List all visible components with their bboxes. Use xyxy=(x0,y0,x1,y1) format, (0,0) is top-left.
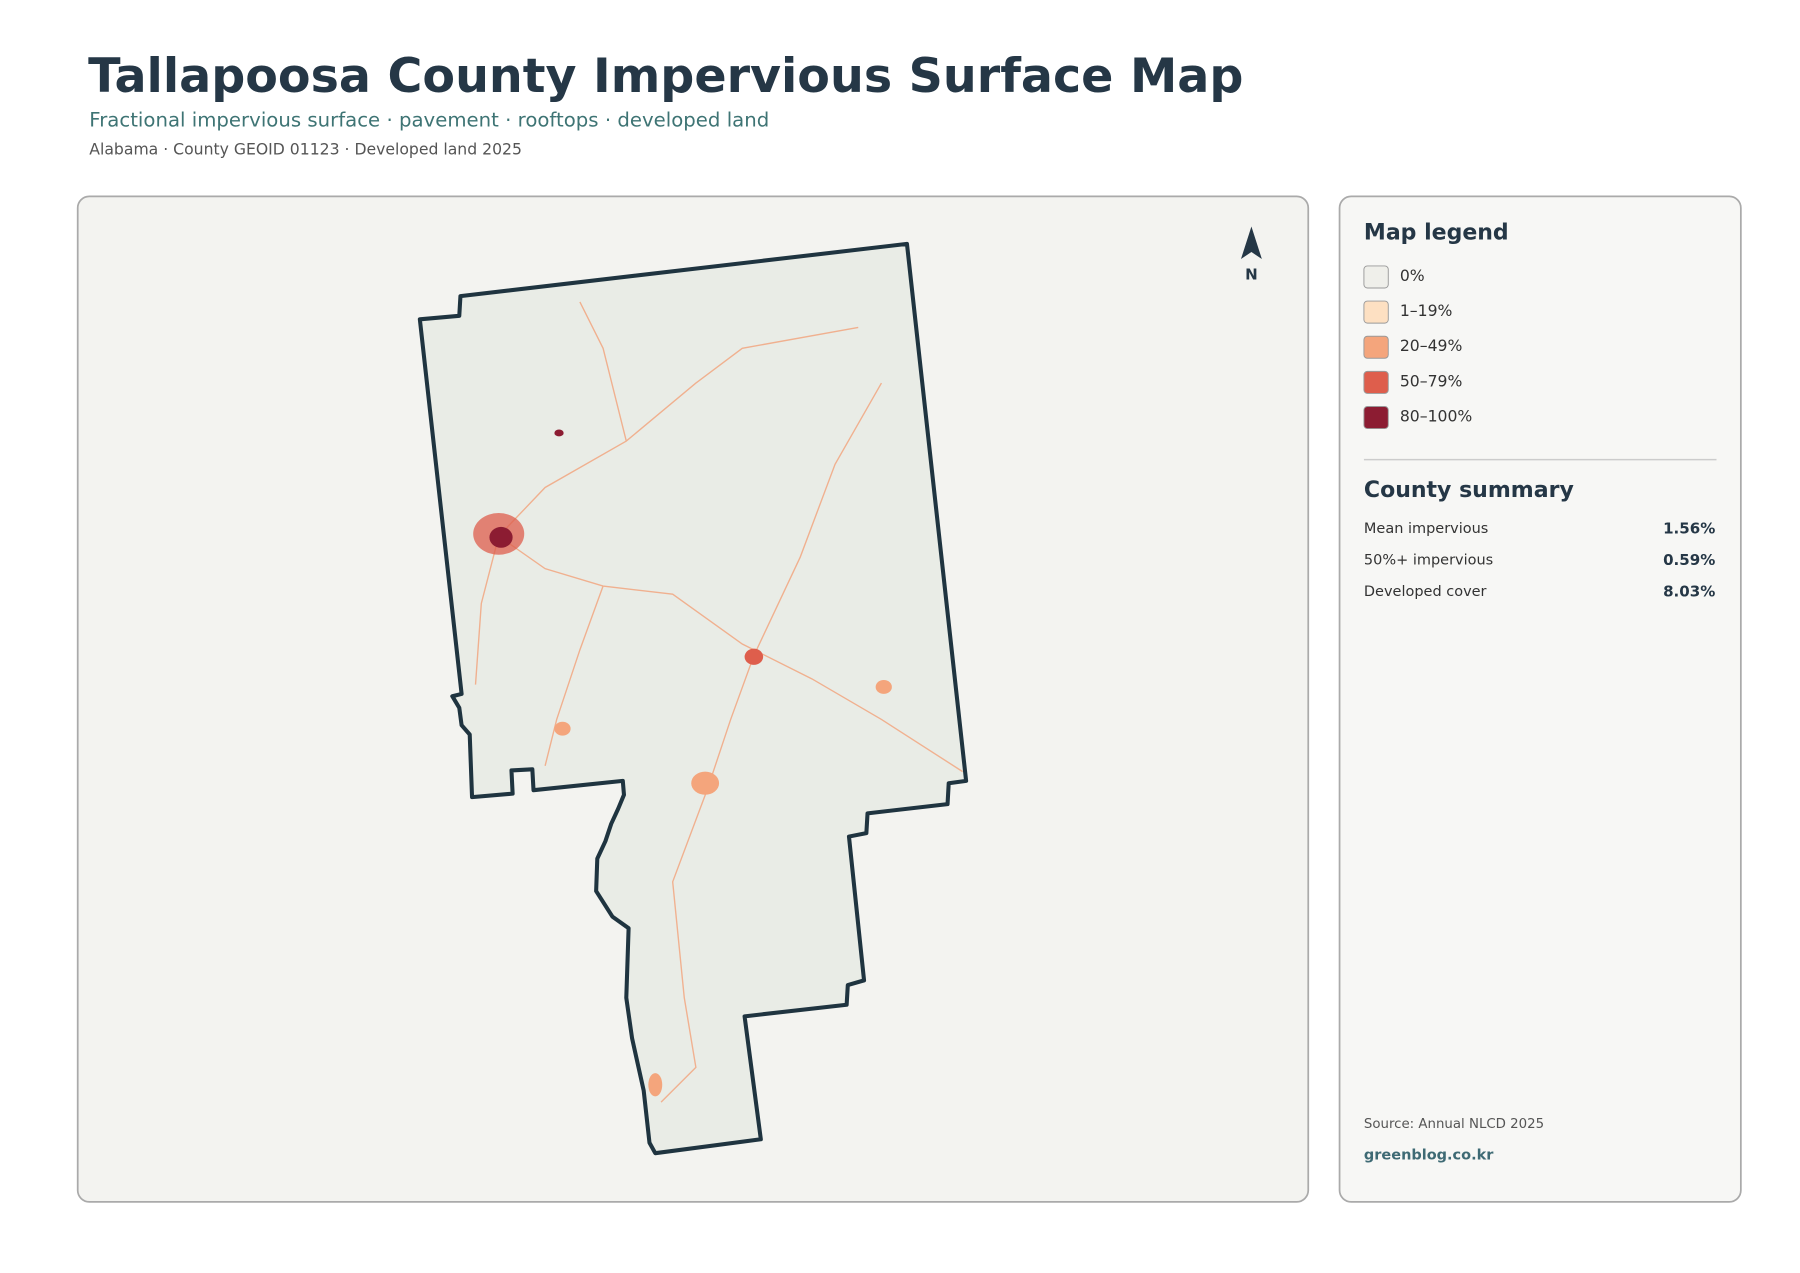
legend-swatch xyxy=(1363,406,1389,430)
north-label: N xyxy=(1245,266,1258,284)
legend-items: 0% 1–19% 20–49% 50–79% 80–100% xyxy=(1363,265,1472,430)
summary-value: 0.59% xyxy=(1663,551,1715,569)
legend-swatch xyxy=(1363,265,1389,289)
legend-title: Map legend xyxy=(1364,220,1509,245)
subtitle: Fractional impervious surface · pavement… xyxy=(89,108,769,131)
urban-areas xyxy=(473,429,892,1097)
legend-label: 50–79% xyxy=(1400,371,1463,390)
legend-swatch xyxy=(1363,335,1389,359)
summary-label: 50%+ impervious xyxy=(1364,553,1493,569)
legend-swatch xyxy=(1363,370,1389,394)
title: Tallapoosa County Impervious Surface Map xyxy=(88,49,1243,104)
county-map xyxy=(417,241,969,1156)
roads xyxy=(474,301,964,1103)
legend-label: 80–100% xyxy=(1400,406,1472,425)
summary-title: County summary xyxy=(1364,478,1574,503)
summary-value: 1.56% xyxy=(1663,520,1715,538)
legend-label: 1–19% xyxy=(1400,301,1453,320)
legend-label: 20–49% xyxy=(1400,336,1463,355)
source: Source: Annual NLCD 2025 xyxy=(1364,1117,1544,1132)
website: greenblog.co.kr xyxy=(1364,1148,1494,1164)
north-arrow xyxy=(1240,226,1262,259)
legend-label: 0% xyxy=(1400,266,1425,285)
meta: Alabama · County GEOID 01123 · Developed… xyxy=(89,139,522,158)
summary-value: 8.03% xyxy=(1663,582,1715,600)
summary-label: Mean impervious xyxy=(1364,521,1488,537)
legend-swatch xyxy=(1363,300,1389,324)
county-boundary xyxy=(417,241,969,1156)
summary-rows: Mean impervious 1.56% 50%+ impervious 0.59%… xyxy=(1364,520,1715,601)
legend-panel xyxy=(1338,195,1742,1203)
summary-label: Developed cover xyxy=(1364,584,1487,600)
